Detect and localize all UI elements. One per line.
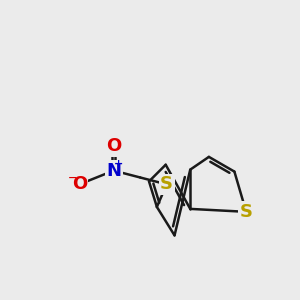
Text: N: N bbox=[106, 162, 121, 180]
Text: S: S bbox=[240, 203, 253, 221]
Text: −: − bbox=[68, 173, 77, 183]
Text: O: O bbox=[72, 176, 87, 194]
Text: O: O bbox=[106, 137, 121, 155]
Text: S: S bbox=[160, 176, 173, 194]
Text: +: + bbox=[114, 159, 124, 169]
